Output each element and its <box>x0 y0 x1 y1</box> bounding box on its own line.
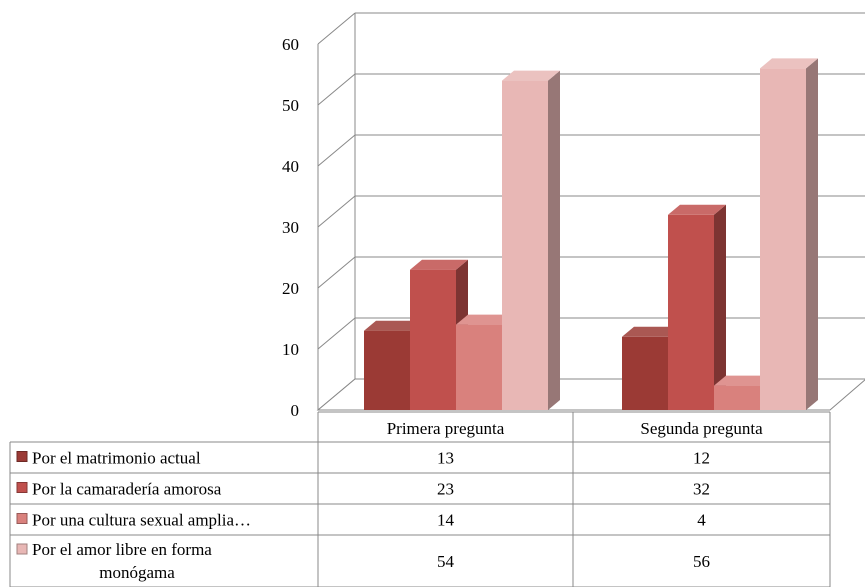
bar-front <box>668 214 714 410</box>
data-label: 32 <box>693 480 710 499</box>
y-tick-label: 60 <box>282 35 299 54</box>
bar-top <box>364 320 422 331</box>
data-label: 4 <box>697 511 706 530</box>
gridline-side <box>317 12 356 45</box>
bar <box>502 70 560 410</box>
gridline-side <box>317 317 356 350</box>
y-tick-label: 40 <box>282 157 299 176</box>
chart-bars <box>364 58 818 411</box>
bar-top <box>456 314 514 325</box>
bar-front <box>364 330 410 410</box>
x-category-label: Primera pregunta <box>387 419 505 438</box>
legend-label: Por el amor libre en forma <box>32 540 212 559</box>
bar-side <box>548 70 560 410</box>
data-label: 54 <box>437 552 455 571</box>
bar <box>668 204 726 410</box>
bar <box>760 58 818 411</box>
legend-key <box>16 482 28 493</box>
legend-key <box>16 513 28 524</box>
bar-top <box>760 58 818 69</box>
bar <box>364 320 422 410</box>
x-category-label: Segunda pregunta <box>640 419 763 438</box>
gridline-side <box>317 134 356 167</box>
bar-top <box>622 326 680 337</box>
bar-top <box>410 259 468 270</box>
bar-top <box>668 204 726 215</box>
bar-front <box>502 80 548 410</box>
bar-side <box>806 58 818 411</box>
legend-label: Por una cultura sexual amplia… <box>32 511 251 530</box>
bar-front <box>714 385 760 410</box>
data-table: Primera pregunta Segunda pregunta Por el m… <box>9 411 831 587</box>
bar-front <box>760 68 806 411</box>
legend-label: monógama <box>99 563 175 582</box>
y-tick-label: 0 <box>291 401 300 420</box>
gridline-side <box>317 195 356 228</box>
bar-top <box>714 375 772 386</box>
legend-label: Por el matrimonio actual <box>32 449 201 468</box>
gridline-side <box>317 73 356 106</box>
gridline-side <box>317 256 356 289</box>
bar-front <box>410 269 456 410</box>
data-label: 23 <box>437 480 454 499</box>
legend-key <box>16 451 28 462</box>
data-label: 14 <box>437 511 455 530</box>
bar-front <box>456 324 502 410</box>
data-label: 12 <box>693 449 710 468</box>
legend-label: Por la camaradería amorosa <box>32 480 222 499</box>
y-tick-label: 50 <box>282 96 299 115</box>
data-label: 13 <box>437 449 454 468</box>
y-tick-label: 10 <box>282 340 299 359</box>
bar-side <box>714 204 726 410</box>
bar-front <box>622 336 668 410</box>
y-axis-ticks: 0 10 20 30 40 50 60 <box>282 35 299 420</box>
data-label: 56 <box>693 552 710 571</box>
bar-top <box>502 70 560 81</box>
y-tick-label: 30 <box>282 218 299 237</box>
y-tick-label: 20 <box>282 279 299 298</box>
legend-key <box>16 543 28 555</box>
